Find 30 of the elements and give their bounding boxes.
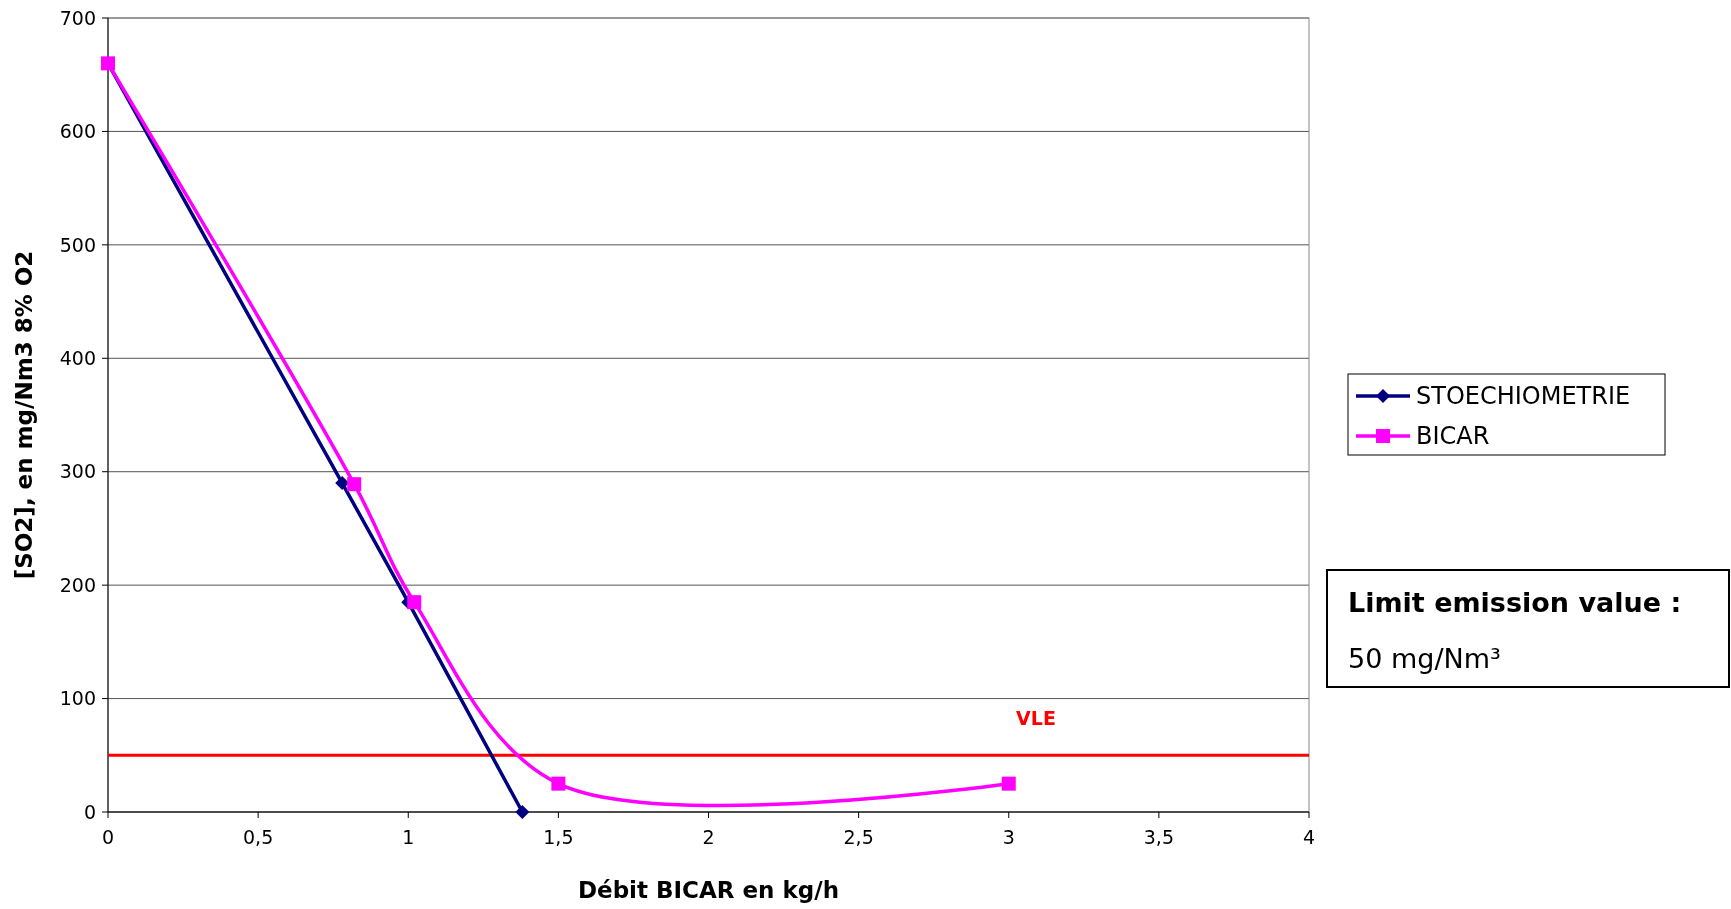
y-tick-label: 100	[59, 687, 96, 710]
x-tick-label: 1,5	[543, 826, 574, 848]
legend-label: BICAR	[1416, 422, 1490, 451]
x-tick-label: 3,5	[1143, 826, 1174, 848]
y-tick-label: 0	[83, 800, 96, 823]
y-tick-label: 400	[59, 346, 96, 369]
x-tick-label: 1	[402, 826, 415, 848]
y-tick-label: 200	[59, 573, 96, 596]
y-tick-label: 700	[59, 6, 96, 29]
legend-label: STOECHIOMETRIE	[1416, 382, 1631, 411]
y-tick-label: 300	[59, 460, 96, 483]
x-tick-label: 0	[101, 826, 115, 848]
x-axis-title: Débit BICAR en kg/h	[577, 877, 840, 903]
x-tick-label: 2	[702, 826, 715, 848]
point	[335, 476, 350, 491]
y-tick-label: 600	[59, 120, 96, 143]
point	[551, 776, 566, 791]
x-tick-label: 4	[1302, 826, 1316, 848]
point	[347, 477, 362, 492]
point	[407, 595, 422, 610]
point	[1001, 776, 1016, 791]
x-tick-label: 3	[1002, 826, 1015, 848]
text: 50 mg/Nm³	[1348, 643, 1501, 674]
y-axis-title: [SO2], en mg/Nm3 8% O2	[11, 250, 37, 580]
text: Limit emission value :	[1348, 587, 1682, 618]
x-tick-label: 2,5	[843, 826, 874, 848]
ref-line-label: VLE	[1016, 707, 1056, 730]
y-tick-label: 500	[59, 233, 96, 256]
point	[515, 805, 530, 819]
x-tick-label: 0,5	[243, 826, 274, 848]
